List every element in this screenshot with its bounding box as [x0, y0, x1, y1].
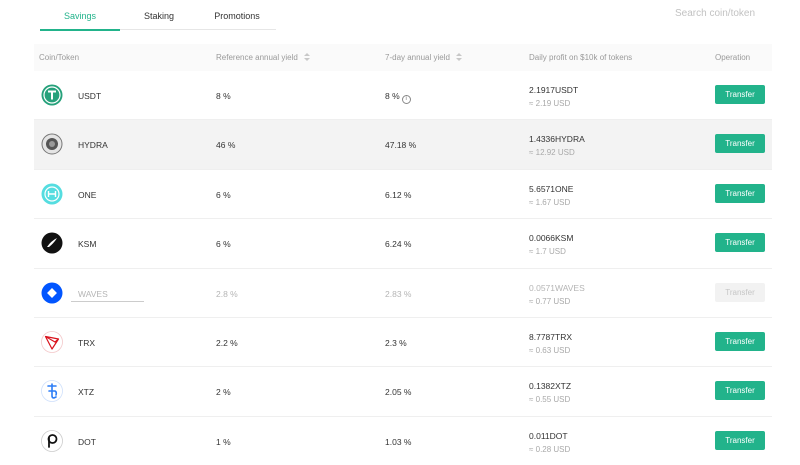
column-header-coin: Coin/Token — [39, 53, 80, 62]
reference-yield: 46 % — [216, 140, 236, 151]
daily-profit: 5.6571ONE ≈ 1.67 USD — [529, 183, 573, 209]
coin-name: TRX — [78, 337, 95, 348]
table-row: KSM 6 % 6.24 % 0.0066KSM ≈ 1.7 USD Transf… — [34, 219, 772, 269]
transfer-button[interactable]: Transfer — [715, 381, 765, 401]
sort-icon[interactable] — [455, 53, 462, 61]
seven-day-yield: 8 % i — [385, 91, 411, 104]
reference-yield: 6 % — [216, 239, 231, 250]
seven-day-yield: 2.83 % — [385, 288, 412, 299]
tab-bar: Savings Staking Promotions — [40, 0, 276, 31]
daily-profit-token: 0.0066KSM — [529, 233, 574, 244]
daily-profit-token: 2.1917USDT — [529, 85, 579, 95]
transfer-button[interactable]: Transfer — [715, 183, 765, 203]
daily-profit: 0.0066KSM ≈ 1.7 USD — [529, 232, 573, 258]
daily-profit-token: 1.4336HYDRA — [529, 134, 585, 145]
daily-profit-usd: ≈ 0.28 USD — [529, 444, 571, 454]
daily-profit: 1.4336HYDRA ≈ 12.92 USD — [529, 133, 585, 159]
sort-icon[interactable] — [303, 53, 310, 61]
tab-promotions[interactable]: Promotions — [214, 11, 260, 21]
seven-day-yield: 47.18 % — [385, 140, 417, 151]
daily-profit-usd: ≈ 2.19 USD — [529, 99, 571, 108]
daily-profit-token: 0.1382XTZ — [529, 381, 572, 392]
coin-name: USDT — [78, 91, 102, 101]
reference-yield: 1 % — [216, 436, 231, 447]
transfer-button[interactable]: Transfer — [715, 134, 765, 154]
tezos-icon — [41, 380, 63, 403]
table-header: Coin/Token Reference annual yield 7-day … — [34, 44, 772, 71]
daily-profit-usd: ≈ 1.67 USD — [529, 197, 571, 207]
table-row: DOT 1 % 1.03 % 0.011DOT ≈ 0.28 USD Transf… — [34, 417, 772, 465]
transfer-button[interactable]: Transfer — [715, 85, 765, 104]
table-row: XTZ 2 % 2.05 % 0.1382XTZ ≈ 0.55 USD Trans… — [34, 367, 772, 417]
reference-yield: 2 % — [216, 387, 231, 398]
table-row: USDT 8 % 8 % i 2.1917USDT ≈ 2.19 USD Trans… — [34, 71, 772, 121]
search-input[interactable] — [675, 5, 780, 21]
table-row: TRX 2.2 % 2.3 % 8.7787TRX ≈ 0.63 USD Tran… — [34, 318, 772, 368]
coin-name: XTZ — [78, 387, 95, 398]
info-icon[interactable]: i — [401, 95, 411, 104]
table-row: ONE 6 % 6.12 % 5.6571ONE ≈ 1.67 USD Trans… — [34, 170, 772, 220]
seven-day-yield: 6.12 % — [385, 189, 412, 200]
column-header-daily-profit: Daily profit on $10k of tokens — [529, 53, 633, 62]
column-header-label: 7-day annual yield — [385, 53, 450, 62]
harmony-icon — [41, 183, 63, 205]
daily-profit: 0.011DOT ≈ 0.28 USD — [529, 430, 570, 456]
column-header-seven-day-yield[interactable]: 7-day annual yield — [385, 53, 462, 62]
table-row: WAVES 2.8 % 2.83 % 0.0571WAVES ≈ 0.77 USD… — [34, 269, 772, 318]
reference-yield: 8 % — [216, 91, 231, 101]
daily-profit-token: 0.011DOT — [529, 430, 568, 441]
daily-profit: 2.1917USDT ≈ 2.19 USD — [529, 84, 578, 110]
transfer-button: Transfer — [715, 282, 765, 302]
tether-icon — [41, 84, 63, 106]
seven-day-yield: 2.3 % — [385, 337, 407, 348]
reference-yield: 2.2 % — [216, 337, 238, 348]
transfer-button[interactable]: Transfer — [715, 233, 765, 253]
reference-yield: 2.8 % — [216, 288, 238, 299]
column-header-operation: Operation — [715, 53, 751, 62]
table-row: HYDRA 46 % 47.18 % 1.4336HYDRA ≈ 12.92 US… — [34, 120, 772, 170]
seven-day-yield: 2.05 % — [385, 387, 412, 398]
coin-name: ONE — [78, 189, 97, 200]
daily-profit-usd: ≈ 0.55 USD — [529, 395, 571, 405]
coin-name: DOT — [78, 436, 96, 447]
hydra-icon — [41, 133, 63, 155]
daily-profit: 0.0571WAVES ≈ 0.77 USD — [529, 282, 585, 308]
daily-profit-token: 8.7787TRX — [529, 331, 572, 342]
daily-profit-token: 5.6571ONE — [529, 183, 574, 194]
coin-name: WAVES — [78, 288, 108, 299]
divider — [71, 300, 144, 302]
daily-profit-usd: ≈ 0.63 USD — [529, 345, 571, 355]
daily-profit-usd: ≈ 1.7 USD — [529, 247, 566, 257]
daily-profit: 0.1382XTZ ≈ 0.55 USD — [529, 380, 571, 406]
transfer-button[interactable]: Transfer — [715, 430, 765, 450]
seven-day-yield: 6.24 % — [385, 239, 412, 250]
seven-day-yield-value: 8 % — [385, 91, 400, 101]
tab-savings[interactable]: Savings — [40, 0, 120, 31]
column-header-reference-yield[interactable]: Reference annual yield — [216, 53, 310, 62]
daily-profit-usd: ≈ 0.77 USD — [529, 296, 571, 306]
coin-name: HYDRA — [78, 140, 108, 151]
transfer-button[interactable]: Transfer — [715, 331, 765, 351]
kusama-icon — [41, 232, 63, 254]
tab-staking[interactable]: Staking — [143, 11, 175, 21]
column-header-label: Reference annual yield — [216, 53, 298, 62]
polkadot-icon — [41, 429, 63, 452]
daily-profit-token: 0.0571WAVES — [529, 282, 585, 293]
savings-table: Coin/Token Reference annual yield 7-day … — [34, 44, 772, 465]
daily-profit: 8.7787TRX ≈ 0.63 USD — [529, 331, 572, 357]
reference-yield: 6 % — [216, 189, 231, 200]
coin-name: KSM — [78, 239, 97, 250]
seven-day-yield: 1.03 % — [385, 436, 412, 447]
tron-icon — [41, 331, 63, 353]
daily-profit-usd: ≈ 12.92 USD — [529, 148, 575, 158]
waves-icon — [41, 282, 63, 304]
